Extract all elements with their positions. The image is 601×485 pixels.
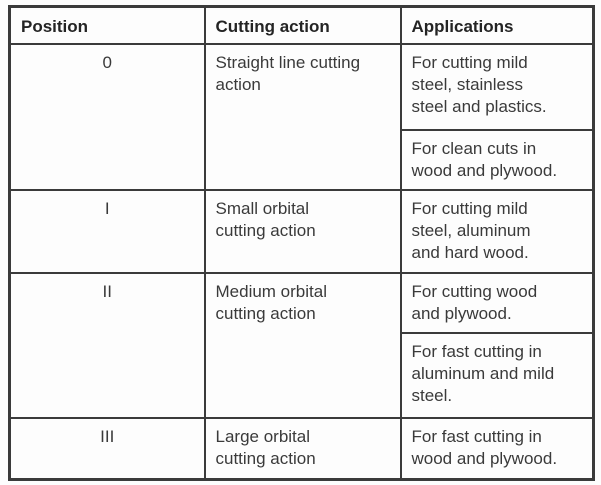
cell-application: For clean cuts in wood and plywood. (399, 128, 595, 191)
cutting-action-table: Position Cutting action Applications 0 S… (8, 5, 595, 481)
position-cutting-applications-table: Position Cutting action Applications 0 S… (8, 5, 595, 481)
cell-action-medium-orbital: Medium orbital cutting action (203, 271, 402, 419)
cell-application: For cutting mild steel, stainless steel … (399, 42, 595, 131)
table-row: I Small orbital cutting action For cutti… (8, 188, 595, 274)
cell-application: For fast cutting in aluminum and mild st… (399, 331, 595, 419)
table-row: For fast cutting in aluminum and mild st… (10, 331, 595, 419)
cell-position-ii: II (8, 271, 206, 419)
cell-action-large-orbital: Large orbital cutting action (203, 416, 402, 481)
cell-application: For fast cutting in wood and plywood. (399, 416, 595, 481)
cell-application: For cutting wood and plywood. (399, 271, 595, 334)
cell-action-small-orbital: Small orbital cutting action (203, 188, 402, 274)
cell-action-straight-line: Straight line cutting action (203, 42, 402, 191)
table-row: For clean cuts in wood and plywood. (10, 128, 595, 191)
column-header-position: Position (8, 5, 206, 45)
cell-application: For cutting mild steel, aluminum and har… (399, 188, 595, 274)
cell-position-0: 0 (8, 42, 206, 191)
column-header-applications: Applications (399, 5, 595, 45)
table-row: II Medium orbital cutting action For cut… (8, 271, 595, 419)
cell-position-i: I (8, 188, 206, 274)
table-header-row: Position Cutting action Applications (8, 5, 595, 45)
table-row: III Large orbital cutting action For fas… (8, 416, 595, 481)
table-row: 0 Straight line cutting action For cutti… (8, 42, 595, 191)
column-header-cutting-action: Cutting action (203, 5, 402, 45)
cell-position-iii: III (8, 416, 206, 481)
